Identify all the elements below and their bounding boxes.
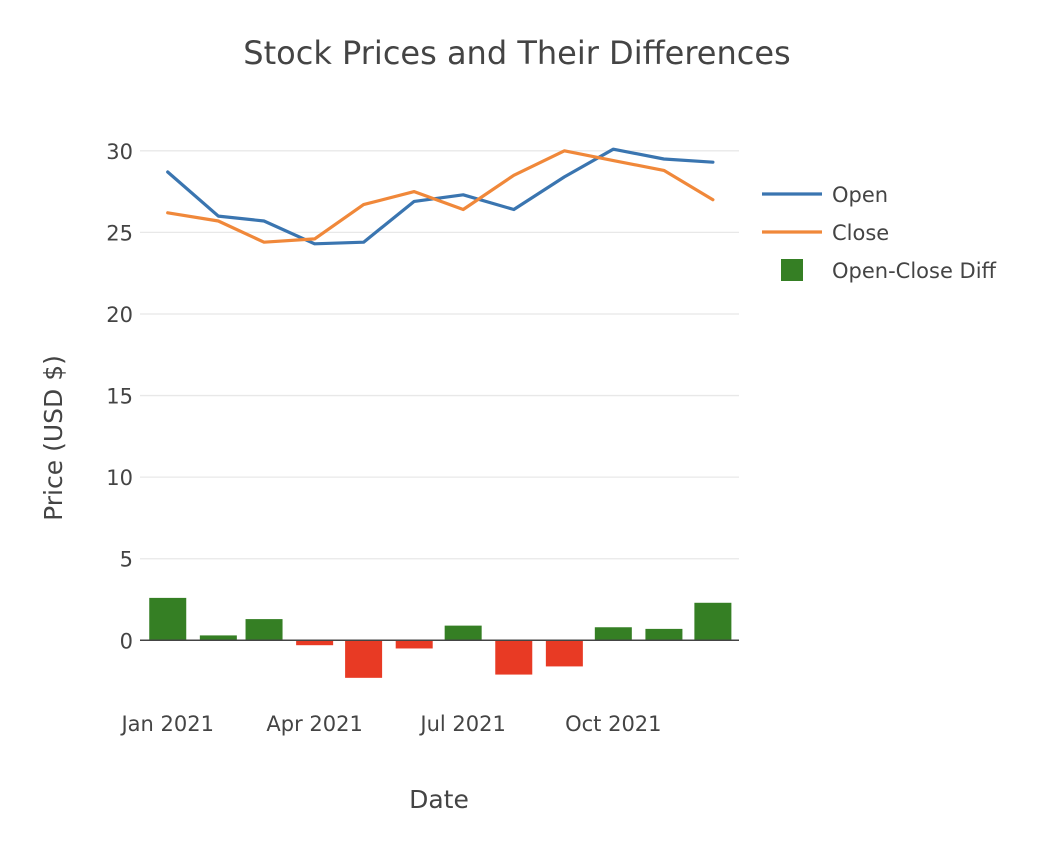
legend-label: Open [832,183,888,207]
legend-label: Open-Close Diff [832,259,997,283]
y-tick-label: 5 [120,548,133,572]
y-tick-label: 15 [106,385,133,409]
x-axis-title: Date [409,785,469,814]
legend[interactable]: Open Close Open-Close Diff [762,183,997,283]
diff-bar[interactable] [296,640,334,646]
y-tick-label: 10 [106,466,133,490]
diff-bar[interactable] [245,619,283,641]
diff-bar[interactable] [545,640,583,667]
y-tick-label: 20 [106,303,133,327]
x-tick-label: Jul 2021 [418,712,505,736]
legend-label: Close [832,221,889,245]
price-lines [166,147,715,246]
x-tick-label: Apr 2021 [266,712,362,736]
x-tick-label: Jan 2021 [119,712,214,736]
diff-bar[interactable] [345,640,383,678]
series-line-close[interactable] [166,149,715,244]
diff-bar[interactable] [645,628,683,641]
y-axis-title: Price (USD $) [39,355,68,521]
legend-swatch-square [781,259,803,281]
x-axis-ticks: Jan 2021 Apr 2021 Jul 2021 Oct 2021 [119,712,661,736]
chart-title: Stock Prices and Their Differences [243,34,790,72]
diff-bars [149,597,732,678]
diff-bar[interactable] [495,640,533,675]
diff-bar[interactable] [594,627,632,641]
y-tick-label: 30 [106,140,133,164]
legend-item[interactable]: Open [762,183,888,207]
diff-bar[interactable] [694,602,732,641]
y-tick-label: 0 [120,629,133,653]
legend-item[interactable]: Close [762,221,889,245]
diff-bar[interactable] [395,640,433,649]
diff-bar[interactable] [199,635,237,641]
series-line-open[interactable] [166,147,715,246]
diff-bar[interactable] [149,597,187,641]
gridlines [140,150,739,560]
x-tick-label: Oct 2021 [565,712,661,736]
diff-bar[interactable] [444,625,482,641]
legend-item[interactable]: Open-Close Diff [781,259,997,283]
y-tick-label: 25 [106,221,133,245]
y-axis-ticks: 0 5 10 15 20 25 30 [106,140,133,654]
